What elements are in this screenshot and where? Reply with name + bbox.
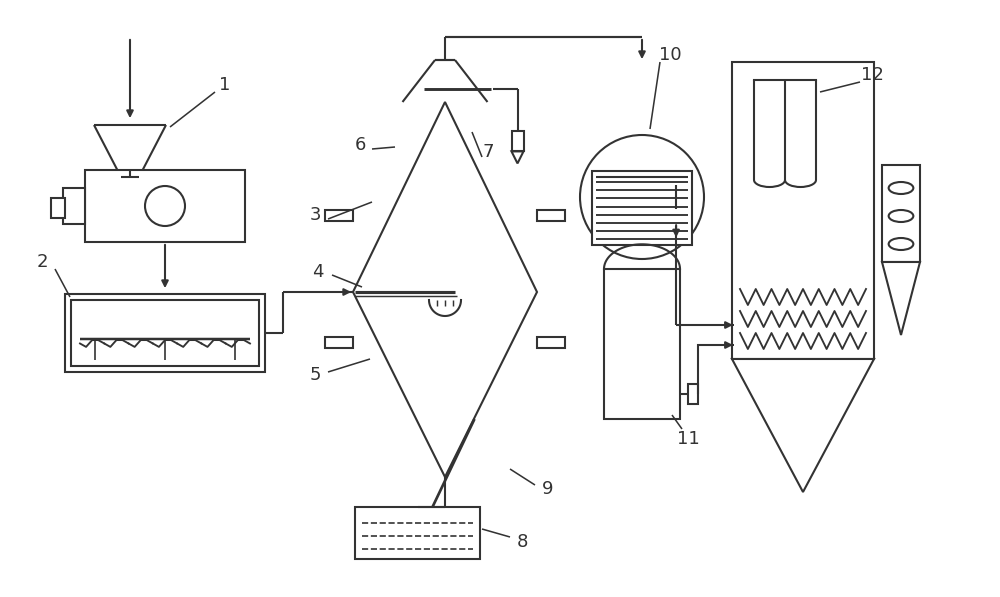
Bar: [882, 165, 920, 262]
Bar: [85, 170, 245, 242]
Bar: [537, 337, 565, 347]
Text: 9: 9: [542, 480, 554, 498]
Text: 3: 3: [309, 206, 321, 224]
Bar: [325, 210, 353, 220]
Bar: [688, 384, 698, 404]
Polygon shape: [353, 102, 537, 477]
Bar: [65, 294, 265, 372]
Polygon shape: [732, 359, 874, 492]
Text: 1: 1: [219, 76, 231, 94]
Bar: [325, 337, 353, 347]
Bar: [51, 198, 65, 218]
Bar: [63, 188, 85, 224]
Polygon shape: [512, 152, 524, 164]
Text: 12: 12: [861, 66, 883, 84]
Text: 5: 5: [309, 366, 321, 384]
Bar: [732, 62, 874, 359]
Text: 4: 4: [312, 263, 324, 281]
Text: 6: 6: [354, 136, 366, 154]
Text: 10: 10: [659, 46, 681, 64]
Polygon shape: [882, 262, 920, 335]
Bar: [604, 269, 680, 419]
Bar: [592, 171, 692, 245]
Bar: [71, 300, 259, 366]
Text: 11: 11: [677, 430, 699, 448]
Bar: [355, 507, 480, 559]
Bar: [537, 210, 565, 220]
Bar: [512, 131, 524, 152]
Text: 8: 8: [516, 533, 528, 551]
Text: 7: 7: [482, 143, 494, 161]
Text: 2: 2: [36, 253, 48, 271]
